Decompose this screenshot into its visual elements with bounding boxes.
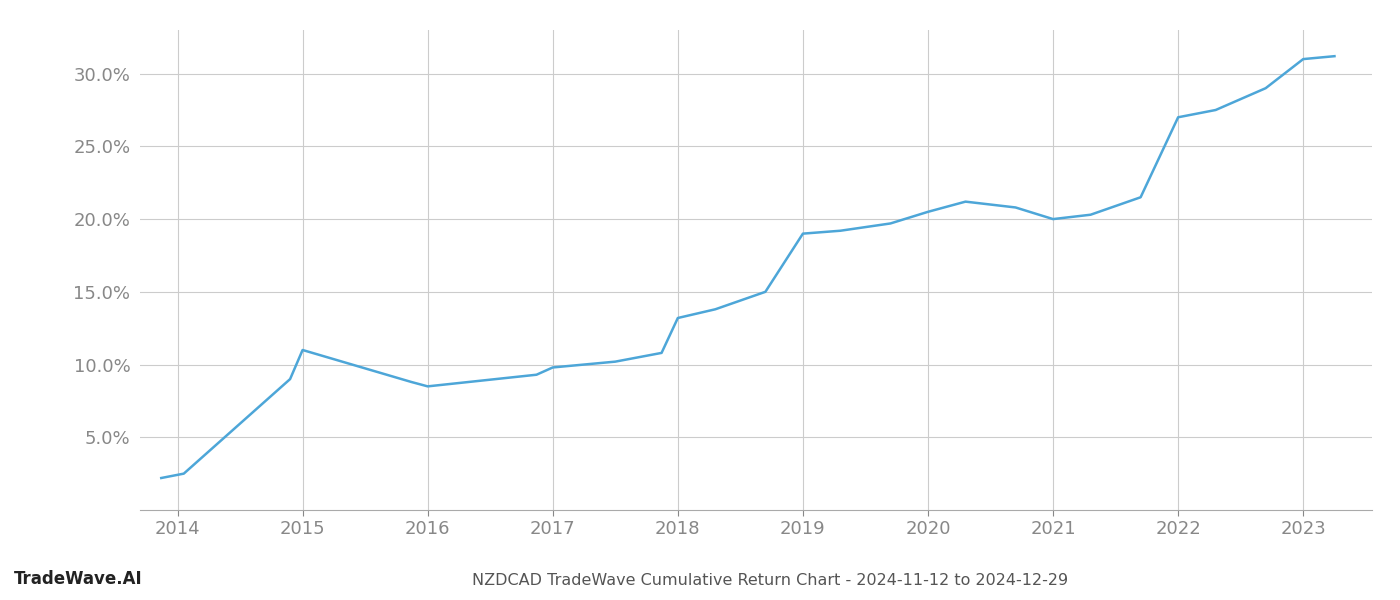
Text: TradeWave.AI: TradeWave.AI	[14, 570, 143, 588]
Text: NZDCAD TradeWave Cumulative Return Chart - 2024-11-12 to 2024-12-29: NZDCAD TradeWave Cumulative Return Chart…	[472, 573, 1068, 588]
